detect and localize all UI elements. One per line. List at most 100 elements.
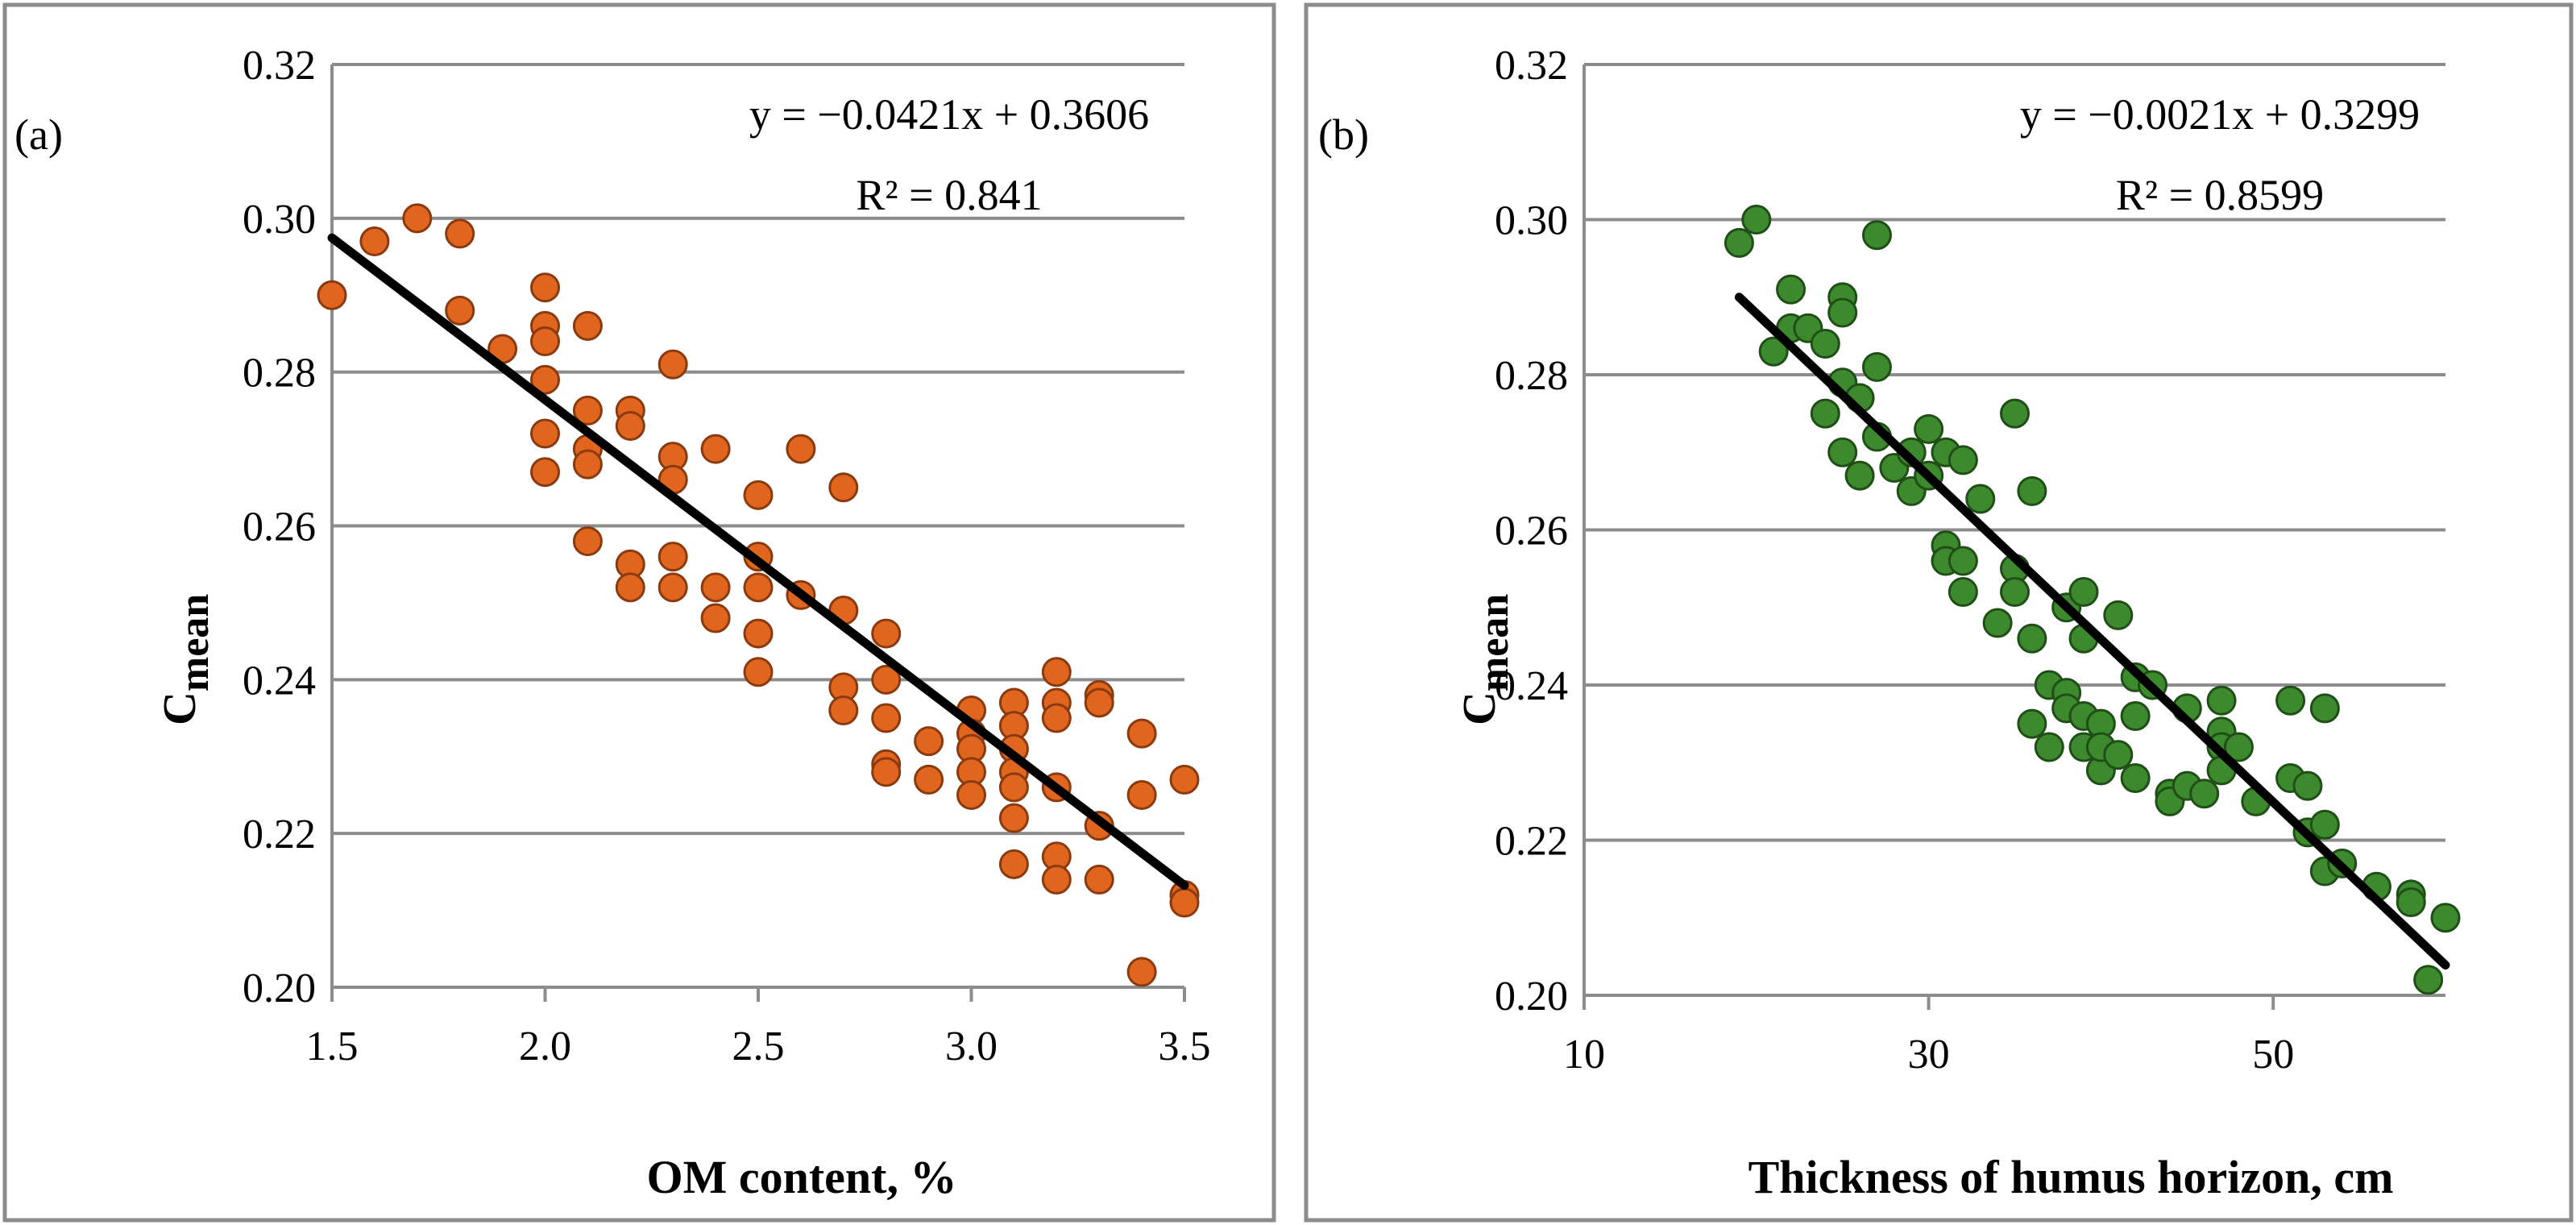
data-point xyxy=(1861,351,1892,382)
svg-text:Cmean: Cmean xyxy=(1453,594,1517,725)
data-point xyxy=(1948,546,1978,576)
panel-b-y-title-sub: mean xyxy=(1471,594,1517,691)
data-point xyxy=(1084,687,1114,718)
data-point xyxy=(1169,764,1200,795)
data-point xyxy=(2120,701,2151,731)
data-point xyxy=(2309,809,2340,840)
y-tick-label: 0.24 xyxy=(1495,663,1568,709)
data-point xyxy=(1169,887,1200,918)
data-point xyxy=(2413,965,2444,995)
x-tick-label: 50 xyxy=(2252,1032,2294,1078)
data-point xyxy=(871,757,902,787)
data-point xyxy=(743,572,774,603)
panel-b-x-axis-title: Thickness of humus horizon, cm xyxy=(1748,1151,2394,1203)
y-tick-label: 0.20 xyxy=(1495,974,1568,1019)
y-tick-label: 0.28 xyxy=(1495,353,1568,399)
data-point xyxy=(1126,957,1157,987)
panel-b-trendline xyxy=(1734,293,2450,970)
x-tick-label: 2.0 xyxy=(519,1024,571,1069)
x-tick-label: 3.0 xyxy=(945,1024,998,1069)
data-point xyxy=(1844,460,1875,491)
data-point xyxy=(615,572,645,603)
panel-b-label: (b) xyxy=(1318,110,1369,159)
panel-b-equation: y = −0.0021x + 0.3299 xyxy=(2020,90,2420,139)
data-point xyxy=(572,526,603,557)
data-point xyxy=(700,572,731,603)
x-tick-label: 3.5 xyxy=(1159,1024,1211,1069)
data-point xyxy=(828,472,859,503)
data-point xyxy=(1741,205,1772,235)
data-point xyxy=(402,203,433,234)
panel-a-x-axis-title: OM content, % xyxy=(647,1151,957,1203)
y-tick-label: 0.26 xyxy=(243,505,316,550)
panel-b-y-axis-title: Cmean xyxy=(1453,594,1517,725)
x-tick-label: 10 xyxy=(1563,1032,1605,1078)
data-point xyxy=(2000,577,2030,607)
data-point xyxy=(2275,685,2306,716)
data-point xyxy=(2292,770,2323,801)
panel-b: (b) 0.200.220.240.260.280.300.32 10 30 50 … xyxy=(1304,2,2574,1223)
data-point xyxy=(1861,220,1892,251)
data-point xyxy=(445,295,475,326)
panel-a-frame xyxy=(2,2,1276,1223)
data-point xyxy=(359,226,390,256)
data-point xyxy=(2000,398,2030,429)
panel-a-points xyxy=(317,203,1200,987)
data-point xyxy=(2189,779,2220,809)
data-point xyxy=(871,664,902,695)
data-point xyxy=(1948,577,1978,607)
data-point xyxy=(998,803,1029,833)
data-point xyxy=(2017,475,2047,506)
data-point xyxy=(743,618,774,649)
data-point xyxy=(530,326,560,356)
panel-a-y-tick-labels: 0.20 0.22 0.24 0.26 0.28 0.30 0.32 xyxy=(243,43,316,1011)
data-point xyxy=(743,657,774,687)
data-point xyxy=(572,395,603,426)
data-point xyxy=(1948,445,1978,475)
y-tick-label: 0.20 xyxy=(243,965,316,1011)
data-point xyxy=(700,603,731,633)
data-point xyxy=(657,542,688,572)
data-point xyxy=(572,449,603,480)
y-tick-label: 0.32 xyxy=(1495,43,1568,89)
data-point xyxy=(2017,623,2047,654)
panel-b-y-title-main: C xyxy=(1453,691,1505,725)
data-point xyxy=(700,434,731,464)
data-point xyxy=(786,434,816,464)
y-tick-label: 0.30 xyxy=(243,197,316,243)
panel-a-y-title-main: C xyxy=(153,691,205,725)
data-point xyxy=(1084,864,1114,895)
panel-b-y-tick-labels: 0.20 0.22 0.24 0.26 0.28 0.30 0.32 xyxy=(1495,43,1568,1019)
data-point xyxy=(1914,413,1944,444)
y-tick-label: 0.24 xyxy=(243,658,316,704)
data-point xyxy=(1041,657,1072,687)
panel-a-equation: y = −0.0421x + 0.3606 xyxy=(749,90,1149,139)
data-point xyxy=(1724,227,1754,258)
y-tick-label: 0.22 xyxy=(1495,819,1568,865)
data-point xyxy=(2206,685,2237,716)
data-point xyxy=(1758,336,1789,367)
data-point xyxy=(914,764,944,795)
data-point xyxy=(2103,740,2134,770)
svg-text:Cmean: Cmean xyxy=(153,594,218,725)
x-tick-label: 2.5 xyxy=(732,1024,785,1069)
data-point xyxy=(956,779,986,810)
data-point xyxy=(530,272,560,303)
panel-a-label: (a) xyxy=(15,110,63,159)
y-tick-label: 0.26 xyxy=(1495,509,1568,554)
data-point xyxy=(530,457,560,488)
x-tick-label: 1.5 xyxy=(306,1024,359,1069)
panel-b-x-tick-labels: 10 30 50 xyxy=(1563,1032,2294,1078)
data-point xyxy=(572,310,603,341)
data-point xyxy=(2430,903,2461,933)
data-point xyxy=(2103,600,2134,630)
data-point xyxy=(2017,708,2047,739)
data-point xyxy=(657,572,688,603)
y-tick-label: 0.32 xyxy=(243,43,316,89)
data-point xyxy=(2223,732,2254,762)
data-point xyxy=(2309,693,2340,724)
data-point xyxy=(1827,437,1858,467)
y-tick-label: 0.28 xyxy=(243,351,316,397)
data-point xyxy=(1982,608,2013,638)
